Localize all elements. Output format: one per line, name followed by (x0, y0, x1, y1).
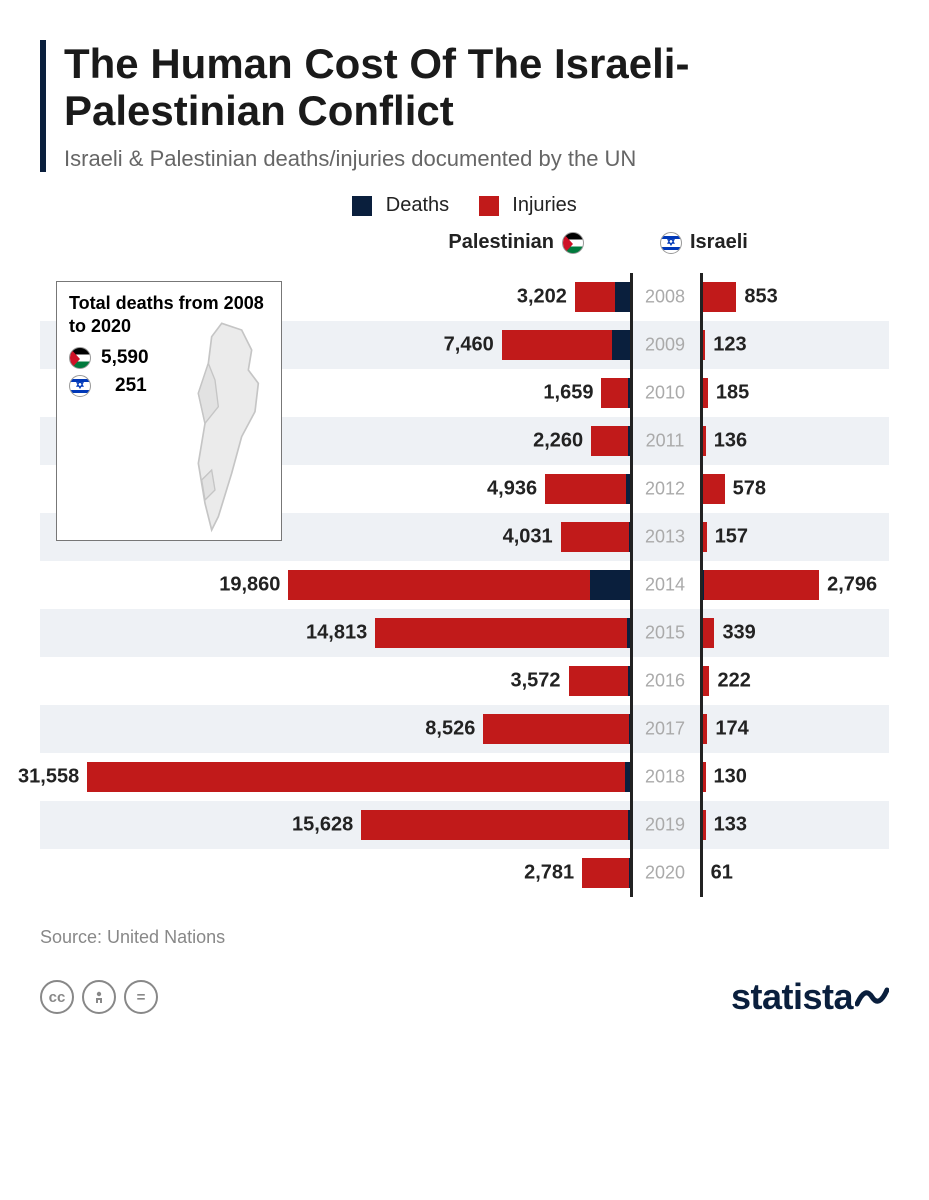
pal-value-label: 3,572 (511, 670, 561, 693)
isr-injuries-bar (704, 570, 819, 600)
legend-label-injuries: Injuries (512, 194, 576, 216)
isr-value-label: 578 (733, 478, 766, 501)
pal-injuries-bar (575, 282, 615, 312)
pal-value-label: 2,260 (533, 430, 583, 453)
year-label: 2016 (636, 671, 694, 692)
pal-value-label: 8,526 (425, 718, 475, 741)
pal-value-label: 19,860 (219, 574, 280, 597)
year-label: 2013 (636, 527, 694, 548)
year-label: 2017 (636, 719, 694, 740)
pal-injuries-bar (375, 618, 627, 648)
chart-row: 2017 8,526 174 (40, 705, 889, 753)
year-label: 2020 (636, 863, 694, 884)
chart-title: The Human Cost Of The Israeli-Palestinia… (64, 40, 889, 134)
isr-value-label: 157 (715, 526, 748, 549)
year-label: 2012 (636, 479, 694, 500)
pal-value-label: 2,781 (524, 862, 574, 885)
isr-injuries-bar (701, 618, 714, 648)
chart-subtitle: Israeli & Palestinian deaths/injuries do… (64, 146, 889, 172)
pal-value-label: 1,659 (543, 382, 593, 405)
isr-value-label: 339 (722, 622, 755, 645)
cc-nd-icon: = (124, 980, 158, 1014)
source-label: Source: United Nations (40, 927, 889, 948)
year-label: 2019 (636, 815, 694, 836)
year-label: 2010 (636, 383, 694, 404)
israel-flag-icon: ✡ (69, 375, 91, 397)
inset-pal-total: 5,590 (101, 347, 149, 369)
pal-injuries-bar (502, 330, 612, 360)
year-label: 2008 (636, 287, 694, 308)
palestinian-axis-line (630, 273, 633, 897)
isr-injuries-bar (700, 474, 724, 504)
column-header-palestinian: Palestinian (448, 231, 584, 254)
isr-value-label: 123 (713, 334, 746, 357)
pal-injuries-bar (361, 810, 627, 840)
palestine-flag-icon (69, 347, 91, 369)
title-block: The Human Cost Of The Israeli-Palestinia… (40, 40, 889, 172)
pal-value-label: 4,936 (487, 478, 537, 501)
isr-value-label: 185 (716, 382, 749, 405)
palestine-flag-icon (562, 232, 584, 254)
isr-value-label: 853 (744, 286, 777, 309)
pal-injuries-bar (483, 714, 628, 744)
map-icon (175, 320, 275, 537)
chart-row: 2014 19,860 2,796 (40, 561, 889, 609)
pal-value-label: 7,460 (444, 334, 494, 357)
pal-injuries-bar (288, 570, 590, 600)
pal-injuries-bar (601, 378, 628, 408)
statista-logo: statista (731, 976, 889, 1018)
pal-value-label: 3,202 (517, 286, 567, 309)
column-header-right-label: Israeli (690, 231, 748, 254)
column-header-israeli: ✡ Israeli (660, 231, 748, 254)
inset-isr-total: 251 (115, 375, 147, 397)
column-header-left-label: Palestinian (448, 231, 554, 254)
isr-value-label: 2,796 (827, 574, 877, 597)
pal-injuries-bar (582, 858, 629, 888)
brand-text: statista (731, 976, 853, 1018)
year-label: 2011 (636, 431, 694, 452)
isr-value-label: 174 (715, 718, 748, 741)
chart-row: 2016 3,572 222 (40, 657, 889, 705)
chart-row: 2020 2,781 61 (40, 849, 889, 897)
pal-value-label: 4,031 (503, 526, 553, 549)
isr-value-label: 136 (714, 430, 747, 453)
cc-license-icons: cc = (40, 980, 158, 1014)
isr-value-label: 133 (714, 814, 747, 837)
israeli-axis-line (700, 273, 703, 897)
legend: Deaths Injuries (40, 194, 889, 217)
pal-value-label: 15,628 (292, 814, 353, 837)
israel-flag-icon: ✡ (660, 232, 682, 254)
isr-value-label: 222 (717, 670, 750, 693)
chart-row: 201831,558130 (40, 753, 889, 801)
cc-icon: cc (40, 980, 74, 1014)
chart-row: 2019 15,628 133 (40, 801, 889, 849)
footer-row: cc = statista (40, 976, 889, 1018)
year-label: 2014 (636, 575, 694, 596)
legend-swatch-injuries (479, 196, 499, 216)
pal-deaths-bar (615, 282, 630, 312)
pal-deaths-bar (612, 330, 630, 360)
legend-label-deaths: Deaths (386, 194, 449, 216)
inset-totals-box: Total deaths from 2008 to 2020 5,590 ✡ 2… (56, 281, 282, 541)
chart-area: Total deaths from 2008 to 2020 5,590 ✡ 2… (40, 273, 889, 897)
column-headers: Palestinian ✡ Israeli (40, 231, 889, 267)
isr-value-label: 130 (714, 766, 747, 789)
pal-injuries-bar (545, 474, 625, 504)
year-label: 2018 (636, 767, 694, 788)
year-label: 2015 (636, 623, 694, 644)
pal-value-label: 31,558 (18, 766, 79, 789)
pal-injuries-bar (591, 426, 628, 456)
pal-injuries-bar (561, 522, 630, 552)
isr-injuries-bar (702, 282, 737, 312)
pal-deaths-bar (590, 570, 630, 600)
statista-wave-icon (855, 982, 889, 1012)
chart-row: 2015 14,813 339 (40, 609, 889, 657)
legend-swatch-deaths (352, 196, 372, 216)
isr-value-label: 61 (711, 862, 733, 885)
pal-injuries-bar (87, 762, 625, 792)
pal-value-label: 14,813 (306, 622, 367, 645)
pal-injuries-bar (569, 666, 629, 696)
year-label: 2009 (636, 335, 694, 356)
cc-by-icon (82, 980, 116, 1014)
